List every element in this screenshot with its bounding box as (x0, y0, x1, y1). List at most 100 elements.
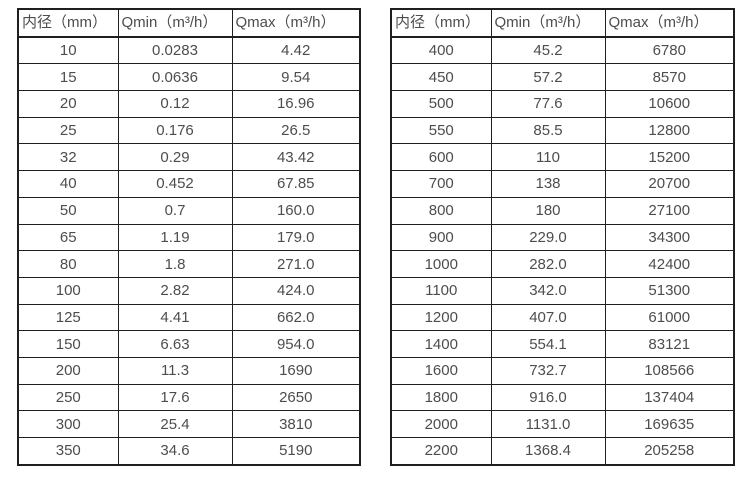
table-cell: 6780 (604, 36, 735, 65)
table-cell: 100 (17, 276, 119, 305)
table-cell: 43.42 (231, 143, 361, 172)
table-cell: 250 (17, 383, 119, 412)
table-cell: 26.5 (231, 116, 361, 145)
table-row: 1600 732.7 108566 (390, 356, 735, 385)
table-cell: 110 (490, 143, 606, 172)
table-row: 1800 916.0 137404 (390, 383, 735, 412)
table-cell: 1600 (390, 356, 492, 385)
table-row: 600 110 15200 (390, 143, 735, 172)
table-header-row: 内径（mm） Qmin（m³/h） Qmax（m³/h） (17, 8, 361, 38)
table-cell: 1131.0 (490, 410, 606, 438)
column-header: Qmax（m³/h） (231, 8, 361, 38)
table-cell: 916.0 (490, 383, 606, 412)
table-cell: 1000 (390, 250, 492, 278)
table-cell: 169635 (604, 410, 735, 438)
table-cell: 10600 (604, 90, 735, 118)
table-cell: 1200 (390, 303, 492, 332)
table-cell: 900 (390, 223, 492, 252)
table-cell: 424.0 (231, 276, 361, 305)
table-cell: 800 (390, 196, 492, 225)
table-cell: 34300 (604, 223, 735, 252)
table-cell: 45.2 (490, 36, 606, 65)
table-cell: 229.0 (490, 223, 606, 252)
table-cell: 0.452 (117, 170, 233, 198)
table-row: 15 0.0636 9.54 (17, 63, 361, 92)
table-row: 125 4.41 662.0 (17, 303, 361, 332)
table-cell: 42400 (604, 250, 735, 278)
table-cell: 271.0 (231, 250, 361, 278)
table-row: 250 17.6 2650 (17, 383, 361, 412)
table-cell: 17.6 (117, 383, 233, 412)
table-cell: 205258 (604, 436, 735, 466)
table-cell: 65 (17, 223, 119, 252)
table-cell: 2000 (390, 410, 492, 438)
table-cell: 0.12 (117, 90, 233, 118)
table-cell: 0.176 (117, 116, 233, 145)
column-header: 内径（mm） (17, 8, 119, 38)
table-cell: 15200 (604, 143, 735, 172)
table-cell: 2650 (231, 383, 361, 412)
table-row: 450 57.2 8570 (390, 63, 735, 92)
table-cell: 138 (490, 170, 606, 198)
table-row: 500 77.6 10600 (390, 90, 735, 118)
column-header: Qmin（m³/h） (117, 8, 233, 38)
table-cell: 1.8 (117, 250, 233, 278)
table-cell: 20700 (604, 170, 735, 198)
table-row: 400 45.2 6780 (390, 36, 735, 65)
table-cell: 180 (490, 196, 606, 225)
table-cell: 137404 (604, 383, 735, 412)
table-cell: 400 (390, 36, 492, 65)
table-row: 10 0.0283 4.42 (17, 36, 361, 65)
table-cell: 500 (390, 90, 492, 118)
column-header: Qmin（m³/h） (490, 8, 606, 38)
table-row: 65 1.19 179.0 (17, 223, 361, 252)
table-cell: 407.0 (490, 303, 606, 332)
table-row: 80 1.8 271.0 (17, 250, 361, 278)
table-body: 400 45.2 6780 450 57.2 8570 500 77.6 10600 550 85.… (390, 36, 735, 466)
table-cell: 160.0 (231, 196, 361, 225)
table-row: 900 229.0 34300 (390, 223, 735, 252)
table-cell: 34.6 (117, 436, 233, 466)
table-cell: 150 (17, 330, 119, 358)
table-row: 40 0.452 67.85 (17, 170, 361, 198)
table-cell: 732.7 (490, 356, 606, 385)
table-cell: 1400 (390, 330, 492, 358)
table-cell: 1800 (390, 383, 492, 412)
table-cell: 350 (17, 436, 119, 466)
table-cell: 6.63 (117, 330, 233, 358)
table-cell: 1690 (231, 356, 361, 385)
table-cell: 200 (17, 356, 119, 385)
table-row: 1000 282.0 42400 (390, 250, 735, 278)
table-cell: 25.4 (117, 410, 233, 438)
table-row: 100 2.82 424.0 (17, 276, 361, 305)
table-cell: 0.0636 (117, 63, 233, 92)
table-cell: 4.41 (117, 303, 233, 332)
table-cell: 61000 (604, 303, 735, 332)
table-cell: 25 (17, 116, 119, 145)
table-row: 2000 1131.0 169635 (390, 410, 735, 438)
table-row: 1100 342.0 51300 (390, 276, 735, 305)
table-cell: 16.96 (231, 90, 361, 118)
column-header: Qmax（m³/h） (604, 8, 735, 38)
table-cell: 80 (17, 250, 119, 278)
table-row: 50 0.7 160.0 (17, 196, 361, 225)
table-cell: 51300 (604, 276, 735, 305)
table-cell: 3810 (231, 410, 361, 438)
table-cell: 83121 (604, 330, 735, 358)
table-header-row: 内径（mm） Qmin（m³/h） Qmax（m³/h） (390, 8, 735, 38)
table-cell: 8570 (604, 63, 735, 92)
flow-rate-table-small-diameters: 内径（mm） Qmin（m³/h） Qmax（m³/h） 10 0.0283 4.42 1… (17, 8, 361, 466)
table-row: 20 0.12 16.96 (17, 90, 361, 118)
table-row: 25 0.176 26.5 (17, 116, 361, 145)
table-cell: 282.0 (490, 250, 606, 278)
table-cell: 77.6 (490, 90, 606, 118)
table-cell: 2.82 (117, 276, 233, 305)
table-cell: 9.54 (231, 63, 361, 92)
table-cell: 1.19 (117, 223, 233, 252)
table-cell: 50 (17, 196, 119, 225)
table-row: 1200 407.0 61000 (390, 303, 735, 332)
table-row: 800 180 27100 (390, 196, 735, 225)
table-cell: 11.3 (117, 356, 233, 385)
table-cell: 57.2 (490, 63, 606, 92)
